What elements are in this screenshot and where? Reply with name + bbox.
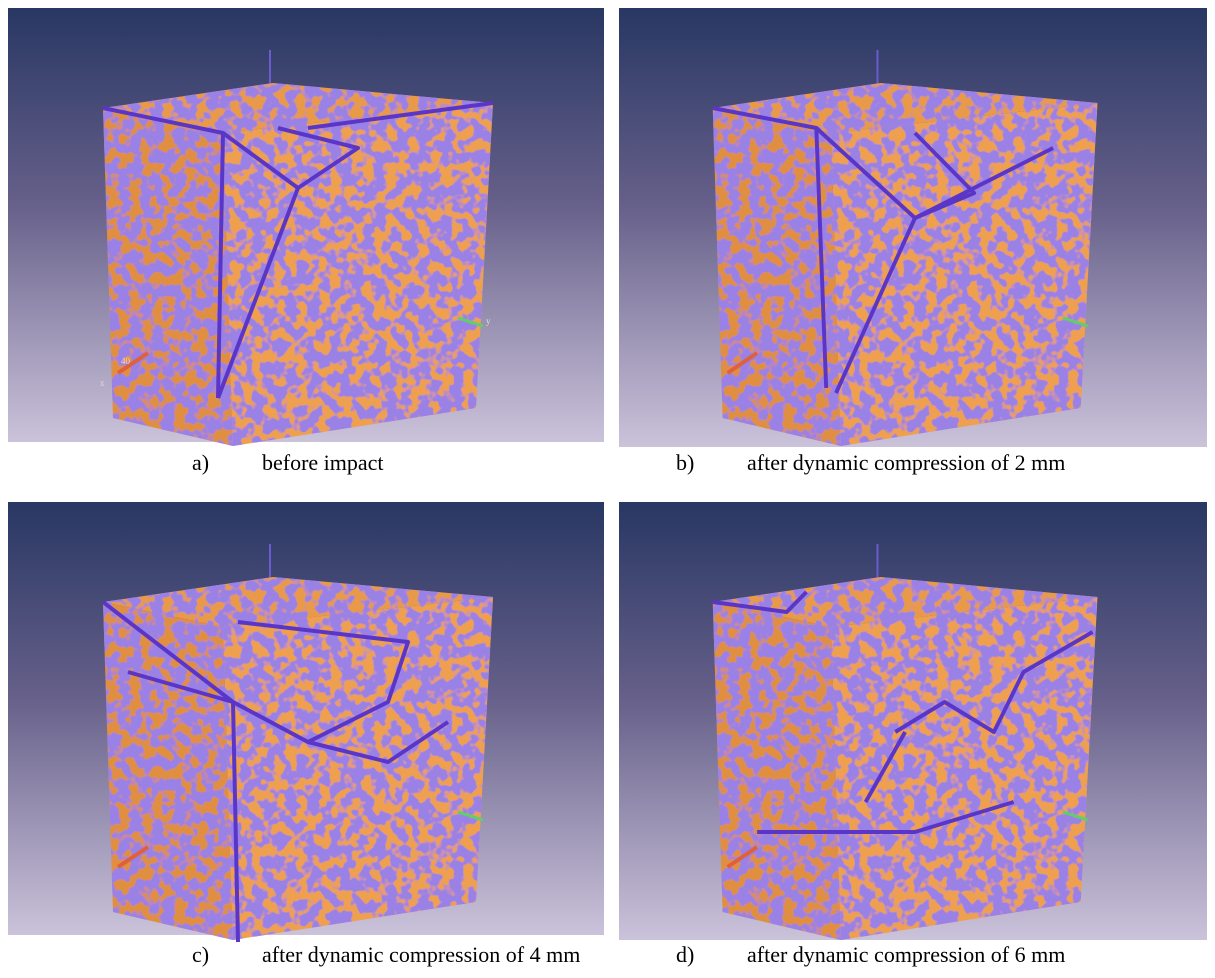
cube <box>103 544 493 942</box>
panel <box>619 502 1207 940</box>
panel <box>619 8 1207 447</box>
panel-label: b) <box>676 450 694 475</box>
cube-right <box>831 597 1097 940</box>
figure: x y 40 a) before impact b) after dynamic compr… <box>0 0 1215 973</box>
panel-label: c) <box>192 942 209 967</box>
panel-label: a) <box>192 450 209 475</box>
cube: x y 40 <box>100 50 493 446</box>
cube-left <box>713 602 841 940</box>
panel-label: d) <box>676 942 694 967</box>
cube <box>713 544 1098 940</box>
cube-right <box>831 103 1097 446</box>
cube-right <box>223 597 493 940</box>
axis-label: 40 <box>121 356 131 366</box>
cube <box>713 50 1098 446</box>
axis-label: y <box>486 316 491 326</box>
cube-left <box>103 108 233 446</box>
panel-caption: after dynamic compression of 2 mm <box>747 450 1065 475</box>
panel: x y 40 <box>8 8 604 446</box>
axis-label: x <box>100 378 105 388</box>
panel-caption: after dynamic compression of 6 mm <box>747 942 1065 967</box>
panel-caption: before impact <box>262 450 384 475</box>
panel <box>8 502 604 942</box>
panel-caption: after dynamic compression of 4 mm <box>262 942 580 967</box>
